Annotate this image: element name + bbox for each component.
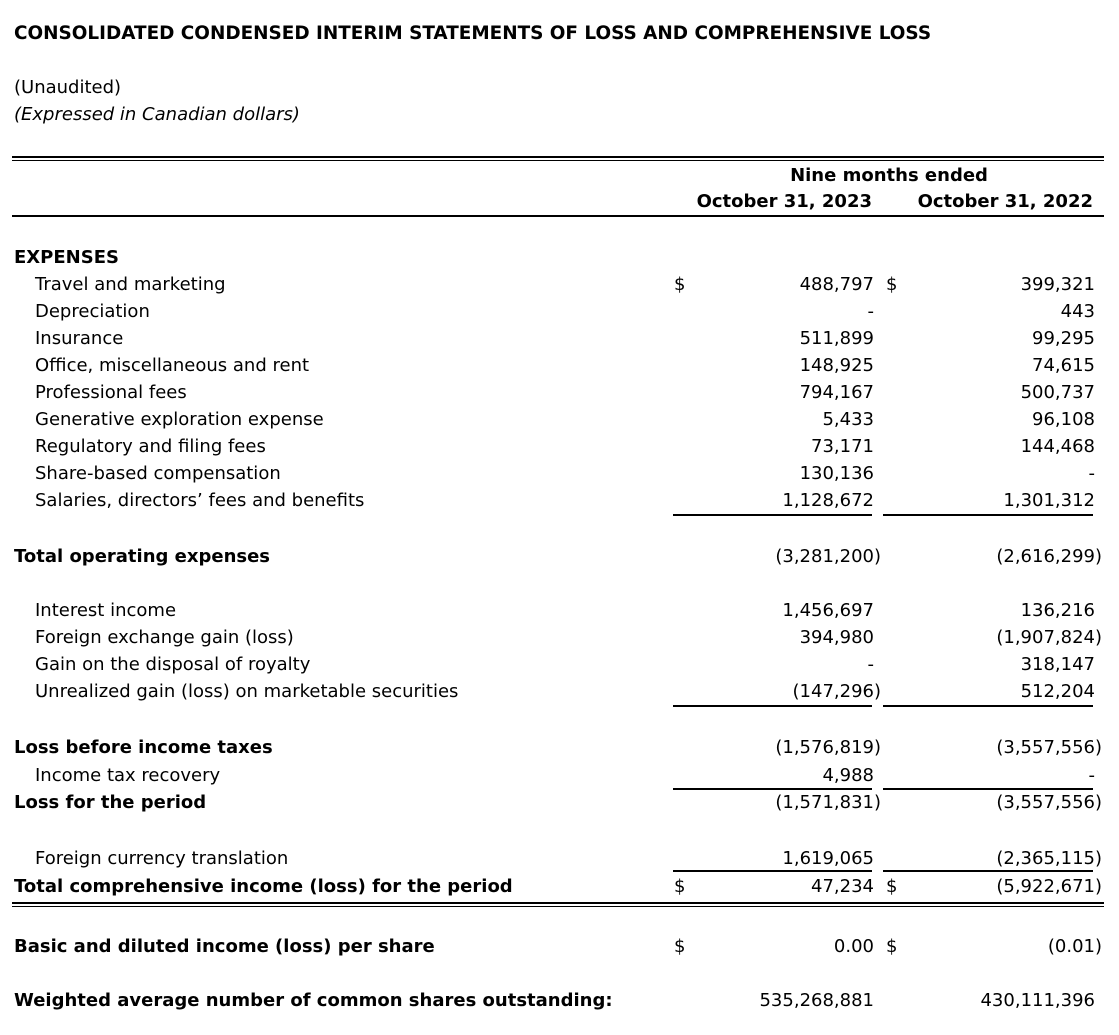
header-top-rule-2 [12, 160, 1104, 161]
period-header: Nine months ended [790, 165, 988, 186]
subtotal-rule-2022 [883, 514, 1093, 516]
unaudited-note: (Unaudited) [14, 77, 122, 98]
value-2023: (1,576,819) [775, 737, 881, 758]
row-label: Income tax recovery [35, 765, 221, 786]
value-2022: (5,922,671) [996, 876, 1102, 897]
value-2022: 443 [1060, 301, 1095, 322]
row-label: Weighted average number of common shares… [14, 990, 613, 1011]
value-2023: 488,797 [799, 274, 874, 295]
value-2022: - [1088, 765, 1096, 786]
subtotal-rule-2023 [673, 870, 872, 872]
value-2022: (3,557,556) [996, 792, 1102, 813]
row-label: Insurance [35, 328, 124, 349]
value-2023: 1,456,697 [782, 600, 874, 621]
row-label: Gain on the disposal of royalty [35, 654, 311, 675]
value-2022: 318,147 [1020, 654, 1095, 675]
value-2023: 73,171 [811, 436, 874, 457]
value-2023: 130,136 [799, 463, 874, 484]
currency-symbol-2023: $ [674, 876, 686, 897]
value-2023: - [867, 301, 875, 322]
value-2023: (147,296) [792, 681, 881, 702]
row-label: Share-based compensation [35, 463, 281, 484]
row-label: Office, miscellaneous and rent [35, 355, 310, 376]
value-2023: (3,281,200) [775, 546, 881, 567]
value-2023: 394,980 [799, 627, 874, 648]
total-double-rule [12, 902, 1104, 904]
row-label: Basic and diluted income (loss) per shar… [14, 936, 435, 957]
header-bottom-rule [12, 215, 1104, 217]
row-label: Total comprehensive income (loss) for th… [14, 876, 513, 897]
row-label: Salaries, directors’ fees and benefits [35, 490, 365, 511]
subtotal-rule-2022 [883, 870, 1093, 872]
currency-symbol-2023: $ [674, 936, 686, 957]
value-2023: 5,433 [822, 409, 874, 430]
subtotal-rule-2022 [883, 788, 1093, 790]
value-2022: 144,468 [1020, 436, 1095, 457]
row-label: Professional fees [35, 382, 187, 403]
value-2023: - [867, 654, 875, 675]
row-label: EXPENSES [14, 247, 119, 268]
row-label: Regulatory and filing fees [35, 436, 266, 457]
row-label: Unrealized gain (loss) on marketable sec… [35, 681, 459, 702]
subtotal-rule-2023 [673, 705, 872, 707]
value-2022: 96,108 [1032, 409, 1095, 430]
currency-symbol-2023: $ [674, 274, 686, 295]
row-label: Foreign currency translation [35, 848, 289, 869]
value-2022: 99,295 [1032, 328, 1095, 349]
value-2022: 500,737 [1020, 382, 1095, 403]
value-2022: 1,301,312 [1003, 490, 1095, 511]
value-2023: 47,234 [811, 876, 874, 897]
value-2023: 794,167 [799, 382, 874, 403]
value-2023: 148,925 [799, 355, 874, 376]
column-header-2023: October 31, 2023 [696, 191, 872, 212]
row-label: Loss for the period [14, 792, 207, 813]
value-2022: (2,365,115) [996, 848, 1102, 869]
value-2022: (0.01) [1047, 936, 1102, 957]
value-2023: 0.00 [833, 936, 874, 957]
row-label: Total operating expenses [14, 546, 271, 567]
value-2022: 74,615 [1032, 355, 1095, 376]
value-2022: 136,216 [1020, 600, 1095, 621]
value-2022: 512,204 [1020, 681, 1095, 702]
value-2023: 4,988 [822, 765, 874, 786]
value-2023: 1,619,065 [782, 848, 874, 869]
value-2023: (1,571,831) [775, 792, 881, 813]
currency-symbol-2022: $ [886, 274, 898, 295]
value-2023: 511,899 [799, 328, 874, 349]
value-2022: - [1088, 463, 1096, 484]
row-label: Generative exploration expense [35, 409, 324, 430]
row-label: Loss before income taxes [14, 737, 273, 758]
value-2023: 1,128,672 [782, 490, 874, 511]
row-label: Depreciation [35, 301, 150, 322]
subtotal-rule-2022 [883, 705, 1093, 707]
row-label: Foreign exchange gain (loss) [35, 627, 294, 648]
value-2022: (3,557,556) [996, 737, 1102, 758]
column-header-2022: October 31, 2022 [917, 191, 1093, 212]
value-2022: (1,907,824) [996, 627, 1102, 648]
currency-symbol-2022: $ [886, 876, 898, 897]
subtotal-rule-2023 [673, 514, 872, 516]
row-label: Travel and marketing [35, 274, 226, 295]
value-2022: (2,616,299) [996, 546, 1102, 567]
currency-symbol-2022: $ [886, 936, 898, 957]
value-2022: 430,111,396 [980, 990, 1095, 1011]
statement-title: CONSOLIDATED CONDENSED INTERIM STATEMENT… [14, 23, 932, 44]
value-2022: 399,321 [1020, 274, 1095, 295]
currency-note: (Expressed in Canadian dollars) [14, 104, 300, 125]
value-2023: 535,268,881 [759, 990, 874, 1011]
total-double-rule [12, 906, 1104, 907]
subtotal-rule-2023 [673, 788, 872, 790]
row-label: Interest income [35, 600, 177, 621]
header-top-rule [12, 156, 1104, 158]
